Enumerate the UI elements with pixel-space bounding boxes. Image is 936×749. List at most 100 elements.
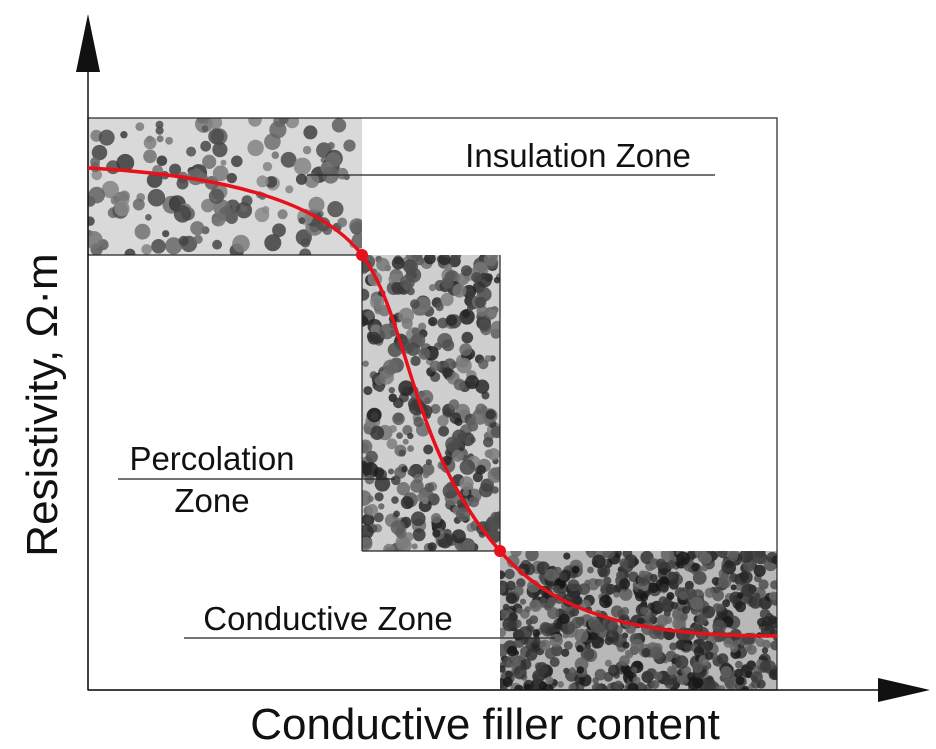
particle xyxy=(423,472,429,478)
particle xyxy=(606,584,617,595)
particle xyxy=(437,415,448,426)
particle xyxy=(247,140,263,156)
particle xyxy=(391,520,406,535)
particle xyxy=(739,549,753,563)
particle xyxy=(227,173,237,183)
particle xyxy=(413,417,423,427)
particle xyxy=(194,235,203,244)
particle xyxy=(713,587,720,594)
particle xyxy=(263,162,272,171)
particle xyxy=(608,665,620,677)
particle xyxy=(667,666,676,675)
particle xyxy=(529,601,537,609)
particle xyxy=(704,679,716,691)
particle xyxy=(413,528,426,541)
particle xyxy=(484,252,498,266)
particle xyxy=(547,607,559,619)
particle xyxy=(430,351,436,357)
particle xyxy=(248,113,262,127)
particle xyxy=(650,646,663,659)
particle xyxy=(513,666,527,680)
particle xyxy=(359,537,373,551)
particle xyxy=(507,646,518,657)
particle xyxy=(393,398,404,409)
particle xyxy=(285,185,293,193)
particle xyxy=(365,475,375,485)
particle xyxy=(162,230,169,237)
particle xyxy=(452,529,466,543)
particle xyxy=(212,240,222,250)
particle xyxy=(576,645,583,652)
particle xyxy=(666,592,674,600)
particle xyxy=(429,284,436,291)
particle xyxy=(751,671,763,683)
particle xyxy=(200,141,211,152)
particle xyxy=(99,130,115,146)
particle xyxy=(242,195,253,206)
particle xyxy=(503,677,513,687)
particle xyxy=(179,236,189,246)
particle xyxy=(90,157,100,167)
particle xyxy=(454,379,466,391)
particle xyxy=(454,418,462,426)
particle xyxy=(366,504,378,516)
particle xyxy=(460,459,476,475)
particle xyxy=(671,602,678,609)
particle xyxy=(603,546,616,559)
particle xyxy=(529,615,538,624)
particle xyxy=(186,147,196,157)
particle xyxy=(216,166,227,177)
particle xyxy=(543,684,554,695)
particle xyxy=(257,175,269,187)
particle xyxy=(718,685,726,693)
particle xyxy=(428,542,437,551)
particle xyxy=(516,608,522,614)
particle xyxy=(726,680,734,688)
particle xyxy=(119,191,130,202)
particle xyxy=(309,197,325,213)
particle xyxy=(483,437,493,447)
particle xyxy=(212,142,227,157)
particle xyxy=(559,572,567,580)
particle xyxy=(296,174,307,185)
particle xyxy=(465,375,479,389)
particle xyxy=(682,606,690,614)
particle xyxy=(769,592,778,601)
particle xyxy=(735,661,743,669)
particle xyxy=(631,639,644,652)
particle xyxy=(702,554,712,564)
particle xyxy=(406,253,412,259)
particle xyxy=(536,662,549,675)
particle xyxy=(485,420,491,426)
particle xyxy=(383,544,395,556)
particle xyxy=(675,655,689,669)
particle xyxy=(125,249,136,260)
particle xyxy=(392,257,405,270)
particle xyxy=(753,593,760,600)
particle xyxy=(327,142,334,149)
particle xyxy=(403,439,409,445)
particle xyxy=(760,661,771,672)
particle xyxy=(772,555,781,564)
particle xyxy=(660,584,669,593)
particle xyxy=(498,665,505,672)
particle xyxy=(430,361,441,372)
particle xyxy=(378,503,384,509)
particle xyxy=(692,662,703,673)
particle xyxy=(363,386,372,395)
particle xyxy=(770,580,779,589)
particle xyxy=(631,667,637,673)
particle xyxy=(431,513,441,523)
particle xyxy=(479,319,491,331)
particle xyxy=(572,566,580,574)
particle xyxy=(592,683,602,693)
particle xyxy=(418,348,430,360)
particle xyxy=(550,634,563,647)
particle xyxy=(133,199,145,211)
particle xyxy=(563,553,570,560)
particle xyxy=(401,466,407,472)
particle xyxy=(492,467,506,481)
particle xyxy=(491,486,498,493)
particle xyxy=(221,160,227,166)
particle xyxy=(496,644,509,657)
